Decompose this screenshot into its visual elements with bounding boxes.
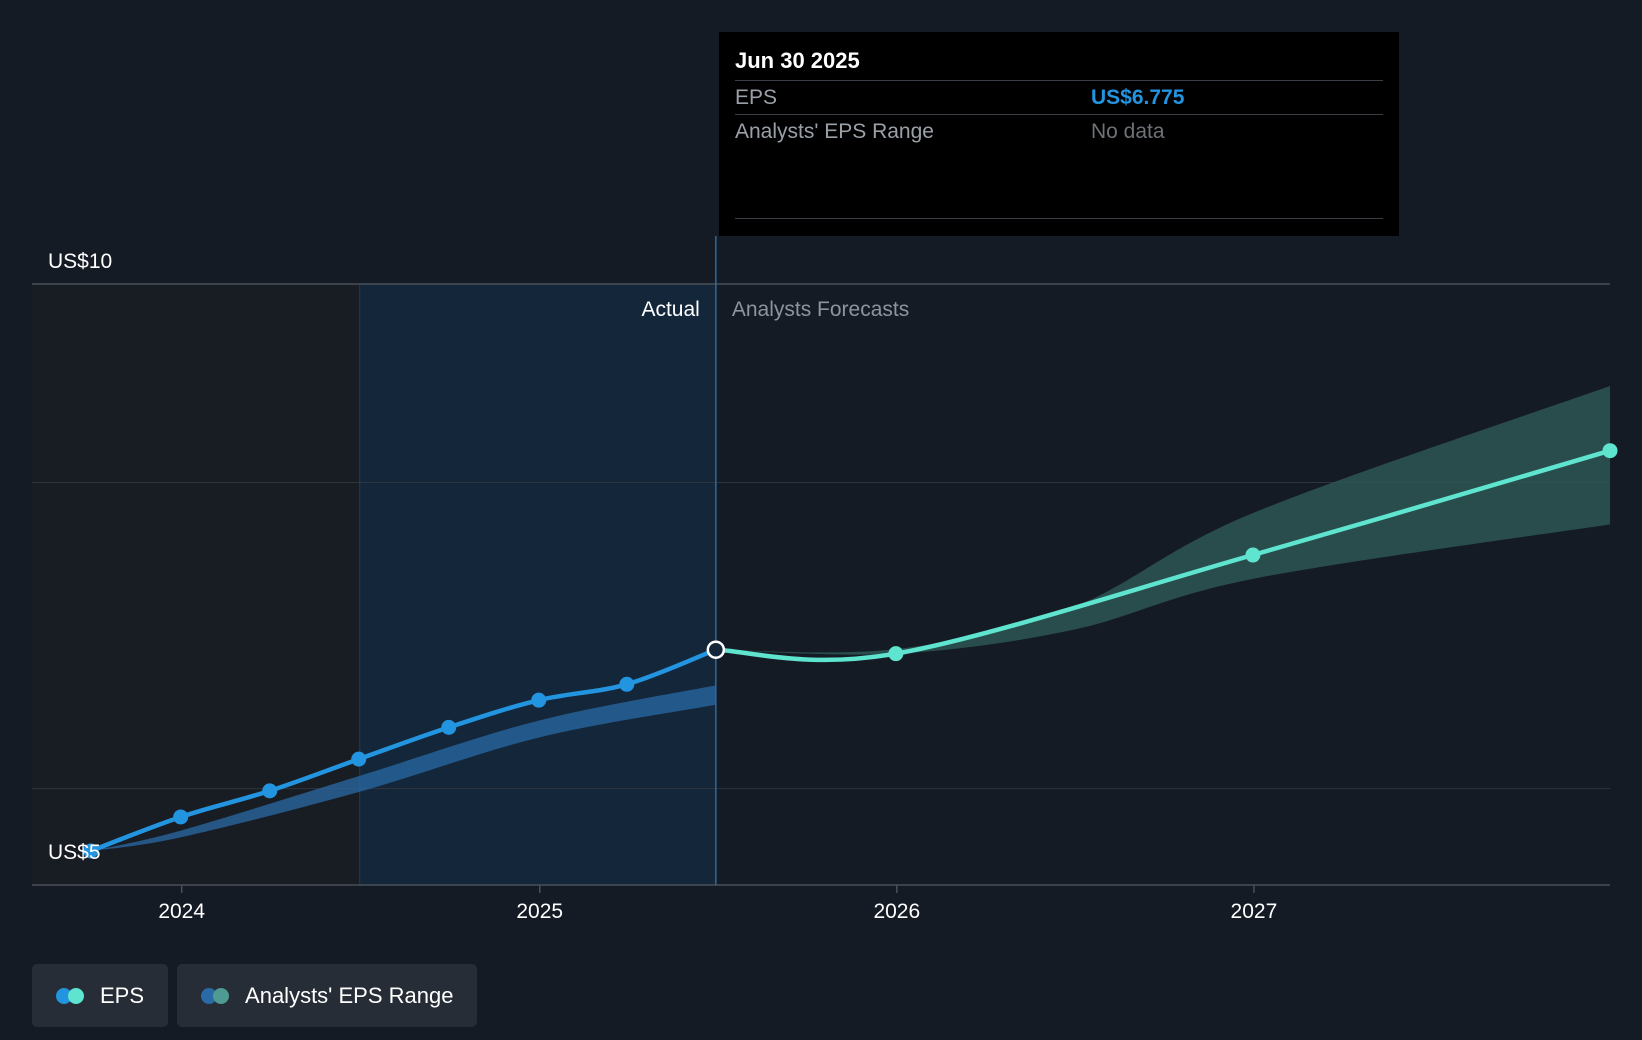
series-1-point-3 xyxy=(1602,443,1618,459)
tooltip-range-row: Analysts' EPS Range No data xyxy=(735,114,1383,148)
past-eps-range-band xyxy=(90,685,716,851)
tooltip-divider xyxy=(735,218,1383,219)
tooltip-range-value: No data xyxy=(1091,119,1165,143)
actual-region-label: Actual xyxy=(641,298,699,321)
series-line-1 xyxy=(713,448,1613,663)
forecast-region-label: Analysts Forecasts xyxy=(732,298,909,321)
x-tick-label-2: 2026 xyxy=(873,900,920,923)
x-tick-label-3: 2027 xyxy=(1231,900,1278,923)
range-forecast-dot-icon xyxy=(213,987,230,1004)
series-1-point-1 xyxy=(888,646,904,662)
tooltip-eps-value: US$6.775 xyxy=(1091,85,1185,109)
legend-item-eps-range[interactable]: Analysts' EPS Range xyxy=(177,964,478,1027)
hovered-point-marker xyxy=(706,640,726,659)
x-tick-label-0: 2024 xyxy=(158,900,205,923)
tooltip-range-label: Analysts' EPS Range xyxy=(735,119,934,143)
legend-label-eps: EPS xyxy=(100,982,145,1008)
actual-region-background xyxy=(32,284,360,885)
series-0-point-5 xyxy=(531,692,547,708)
forecast-eps-range-band xyxy=(715,386,1610,655)
eps-forecast-dot-icon xyxy=(68,987,84,1004)
x-tick-label-1: 2025 xyxy=(516,900,563,923)
range-swatch-icon xyxy=(201,987,231,1004)
tooltip-panel: Jun 30 2025 EPS US$6.775 Analysts' EPS R… xyxy=(719,32,1399,236)
series-0-point-0 xyxy=(83,843,99,859)
series-0-point-2 xyxy=(262,783,278,799)
series-0-point-3 xyxy=(351,751,367,767)
eps-swatch-icon xyxy=(56,987,86,1004)
highlight-region-background xyxy=(359,284,716,885)
y-tick-label-1: US$5 xyxy=(48,841,101,864)
series-0-point-1 xyxy=(173,809,189,825)
y-tick-label-0: US$10 xyxy=(48,250,112,273)
legend-label-eps-range: Analysts' EPS Range xyxy=(245,982,454,1008)
tooltip-date: Jun 30 2025 xyxy=(735,48,860,73)
tooltip-eps-label: EPS xyxy=(735,85,778,109)
tooltip-eps-row: EPS US$6.775 xyxy=(735,80,1383,114)
series-1-point-2 xyxy=(1245,547,1261,563)
series-line-0 xyxy=(88,647,719,854)
series-0-point-4 xyxy=(441,719,457,735)
series-0-point-6 xyxy=(619,676,635,692)
legend-item-eps[interactable]: EPS xyxy=(32,964,169,1027)
chart-legend: EPS Analysts' EPS Range xyxy=(32,964,478,1027)
